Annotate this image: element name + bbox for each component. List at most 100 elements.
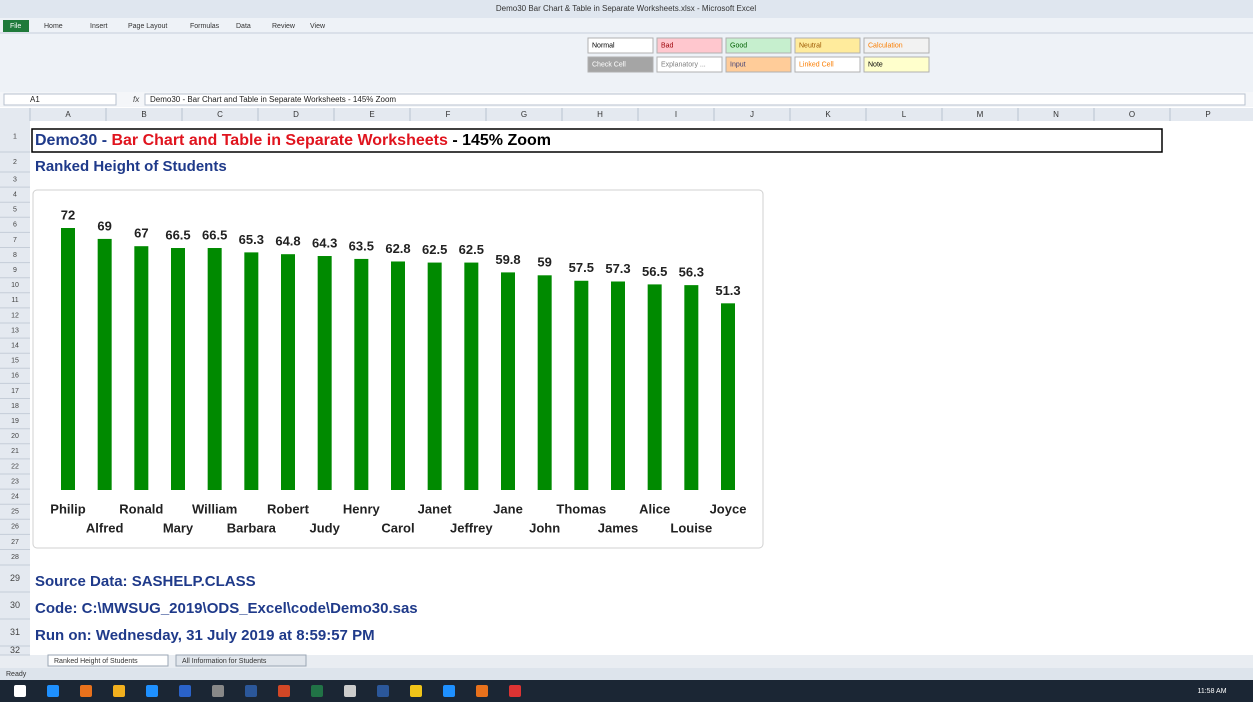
cell-style[interactable]	[656, 56, 723, 73]
bar	[97, 238, 112, 490]
row-header: 25	[11, 509, 19, 516]
taskbar-icon[interactable]	[14, 685, 26, 697]
bar	[171, 248, 185, 490]
x-tick-label: Alice	[639, 501, 670, 516]
sheet-tab[interactable]	[47, 654, 169, 667]
cell-style-label: Note	[868, 61, 883, 68]
cell-style[interactable]	[587, 37, 654, 54]
column-header: G	[521, 110, 527, 119]
taskbar-icon[interactable]	[80, 685, 92, 697]
row-header: 29	[10, 573, 20, 583]
cell-a31: Run on: Wednesday, 31 July 2019 at 8:59:…	[35, 627, 375, 644]
x-tick-label: James	[598, 520, 638, 535]
sheet-tab-label: Ranked Height of Students	[54, 658, 138, 665]
bar	[501, 272, 515, 490]
taskbar-icon[interactable]	[311, 685, 323, 697]
data-label: 56.5	[642, 264, 667, 279]
taskbar-icon[interactable]	[245, 685, 257, 697]
taskbar-icon[interactable]	[476, 685, 488, 697]
row-header: 3	[13, 176, 17, 183]
cell-style-label: Input	[730, 61, 746, 68]
name-box-text: A1	[30, 95, 40, 104]
bar	[647, 284, 662, 490]
cell-a30: Code: C:\MWSUG_2019\ODS_Excel\code\Demo3…	[35, 600, 418, 617]
taskbar-icon[interactable]	[377, 685, 389, 697]
cell-style[interactable]	[863, 37, 930, 54]
row-header: 18	[11, 403, 19, 410]
row-header: 7	[13, 237, 17, 244]
column-header: B	[141, 110, 146, 119]
row-header: 8	[13, 252, 17, 259]
bar	[427, 262, 442, 490]
taskbar-icon[interactable]	[179, 685, 191, 697]
ribbon-tab[interactable]: File	[10, 23, 21, 30]
ribbon	[0, 18, 1253, 92]
data-label: 56.3	[679, 265, 704, 280]
cell-a29: Source Data: SASHELP.CLASS	[35, 573, 256, 590]
cell-style-label: Check Cell	[592, 61, 626, 68]
row-header: 28	[11, 554, 19, 561]
cell-style[interactable]	[863, 56, 930, 73]
x-tick-label: Robert	[267, 501, 310, 516]
formula-text: Demo30 - Bar Chart and Table in Separate…	[150, 95, 396, 104]
x-tick-label: Ronald	[119, 501, 163, 516]
data-label: 57.5	[569, 260, 594, 275]
status-bar	[0, 668, 1253, 680]
cell-style[interactable]	[587, 56, 654, 73]
taskbar-icon[interactable]	[509, 685, 521, 697]
column-header: C	[217, 110, 223, 119]
taskbar-icon[interactable]	[212, 685, 224, 697]
ribbon-tab[interactable]: View	[310, 23, 326, 30]
x-tick-label: Henry	[343, 501, 381, 516]
a1-part: - 145% Zoom	[448, 132, 551, 149]
window-title: Demo30 Bar Chart & Table in Separate Wor…	[496, 4, 756, 13]
x-tick-label: Mary	[163, 520, 194, 535]
data-label: 67	[134, 226, 148, 241]
taskbar-icon[interactable]	[344, 685, 356, 697]
ribbon-tab[interactable]: Page Layout	[128, 23, 167, 30]
data-label: 69	[97, 218, 111, 233]
row-header: 2	[13, 159, 17, 166]
formula-input[interactable]	[144, 93, 1246, 106]
ribbon-tab[interactable]: Home	[44, 23, 63, 30]
ribbon-tab[interactable]: Review	[272, 23, 296, 30]
cell-style[interactable]	[794, 56, 861, 73]
x-tick-label: Barbara	[227, 520, 277, 535]
data-label: 62.5	[422, 242, 447, 257]
taskbar-icon[interactable]	[146, 685, 158, 697]
bar	[134, 246, 149, 490]
row-header: 5	[13, 207, 17, 214]
x-tick-label: Louise	[670, 520, 712, 535]
ribbon-tab[interactable]: Formulas	[190, 23, 220, 30]
taskbar-icon[interactable]	[47, 685, 59, 697]
cell-a1: Demo30 - Bar Chart and Table in Separate…	[35, 132, 551, 149]
ribbon-tab[interactable]: Data	[236, 23, 251, 30]
x-tick-label: Alfred	[86, 520, 124, 535]
bar	[464, 262, 479, 490]
cell-style[interactable]	[794, 37, 861, 54]
cell-style[interactable]	[725, 56, 792, 73]
a1-part: Bar Chart and Table in Separate Workshee…	[111, 132, 448, 149]
row-header: 11	[11, 297, 18, 304]
x-tick-label: Carol	[381, 520, 414, 535]
row-header: 24	[11, 493, 19, 500]
taskbar-icon[interactable]	[278, 685, 290, 697]
x-tick-label: Joyce	[710, 501, 747, 516]
name-box[interactable]	[3, 93, 117, 106]
ribbon-tab[interactable]: Insert	[90, 23, 108, 30]
data-label: 62.8	[385, 241, 410, 256]
bar	[244, 252, 259, 490]
cell-style[interactable]	[656, 37, 723, 54]
row-header: 31	[10, 627, 20, 637]
file-tab-bg	[3, 20, 29, 32]
taskbar-icon[interactable]	[113, 685, 125, 697]
taskbar-icon[interactable]	[443, 685, 455, 697]
data-label: 57.3	[605, 261, 630, 276]
fx-icon: fx	[133, 95, 140, 104]
taskbar-icon[interactable]	[410, 685, 422, 697]
row-header: 22	[11, 463, 19, 470]
cell-style[interactable]	[725, 37, 792, 54]
sheet-tab[interactable]	[175, 654, 307, 667]
bar	[684, 285, 699, 490]
